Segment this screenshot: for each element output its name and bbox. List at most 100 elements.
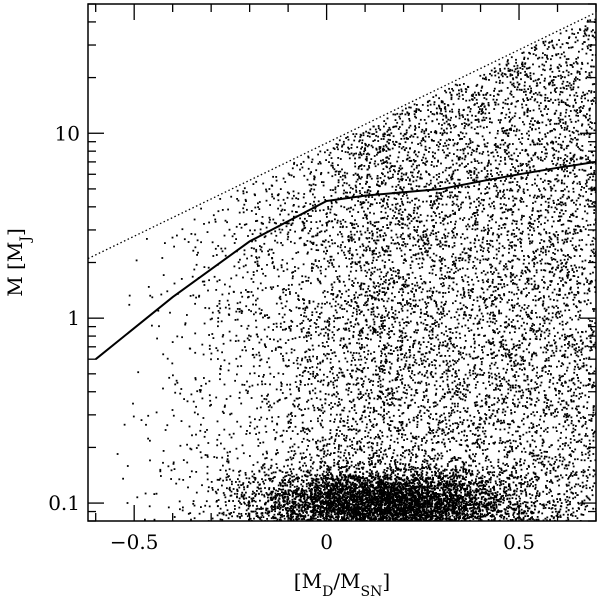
scatter-point <box>383 506 386 509</box>
scatter-point <box>371 525 373 527</box>
scatter-point <box>372 476 375 479</box>
scatter-point <box>344 498 346 501</box>
scatter-point <box>386 483 389 485</box>
scatter-point <box>238 480 241 483</box>
scatter-point <box>504 511 507 514</box>
scatter-point <box>429 538 431 540</box>
scatter-point <box>368 522 370 524</box>
scatter-point <box>311 493 314 495</box>
scatter-point <box>303 530 305 532</box>
scatter-point <box>442 535 444 537</box>
scatter-point <box>455 549 457 551</box>
scatter-point <box>245 504 248 507</box>
scatter-point <box>338 486 340 488</box>
scatter-point <box>240 493 243 496</box>
scatter-point <box>410 523 412 525</box>
scatter-point <box>317 491 319 494</box>
scatter-point <box>383 486 386 489</box>
scatter-point <box>446 507 449 510</box>
scatter-point <box>375 534 377 536</box>
scatter-point <box>463 502 465 504</box>
scatter-point <box>320 491 322 493</box>
scatter-point <box>365 546 367 548</box>
scatter-point <box>334 481 337 484</box>
scatter-point <box>508 493 511 496</box>
scatter-point <box>307 514 310 517</box>
scatter-point <box>303 491 306 494</box>
scatter-point <box>259 499 261 502</box>
scatter-point <box>300 492 302 495</box>
scatter-point <box>225 514 228 517</box>
scatter-point <box>448 480 451 483</box>
scatter-point <box>397 523 399 525</box>
scatter-point <box>377 513 380 516</box>
scatter-point <box>445 500 447 502</box>
scatter-point <box>334 525 336 527</box>
scatter-point <box>389 528 391 530</box>
scatter-point <box>406 489 409 492</box>
scatter-point <box>454 502 457 505</box>
scatter-point <box>347 486 350 489</box>
scatter-point <box>465 535 467 537</box>
scatter-point <box>317 513 320 516</box>
scatter-point <box>379 527 381 529</box>
scatter-point <box>359 531 361 533</box>
scatter-point <box>472 496 475 499</box>
scatter-point <box>386 523 388 525</box>
scatter-point <box>410 494 413 497</box>
scatter-point <box>234 508 236 510</box>
scatter-point <box>459 497 462 500</box>
scatter-point <box>273 531 275 533</box>
scatter-point <box>463 482 466 485</box>
scatter-point <box>445 517 447 520</box>
scatter-point <box>467 531 469 533</box>
scatter-point <box>392 493 394 496</box>
scatter-point <box>464 529 466 531</box>
scatter-point <box>370 503 373 505</box>
scatter-point <box>344 489 346 491</box>
scatter-point <box>389 523 391 525</box>
scatter-point <box>427 543 429 545</box>
scatter-point <box>367 480 369 482</box>
scatter-point <box>400 488 402 491</box>
scatter-point <box>416 511 418 514</box>
scatter-point <box>298 477 300 480</box>
scatter-point <box>258 487 260 490</box>
scatter-point <box>448 518 450 521</box>
scatter-point <box>322 517 325 520</box>
scatter-point <box>331 475 334 478</box>
scatter-point <box>361 500 364 502</box>
scatter-point <box>412 537 414 539</box>
scatter-point <box>321 506 324 509</box>
scatter-point <box>428 515 431 518</box>
scatter-point <box>332 492 335 495</box>
scatter-point <box>410 496 413 499</box>
scatter-point <box>417 483 420 486</box>
scatter-point <box>289 486 292 488</box>
scatter-point <box>343 522 345 524</box>
scatter-point <box>407 525 409 527</box>
scatter-point <box>278 513 281 516</box>
scatter-point <box>452 504 455 507</box>
scatter-point <box>390 466 393 469</box>
scatter-point <box>379 485 381 488</box>
scatter-point <box>326 502 329 504</box>
scatter-point <box>473 504 475 507</box>
scatter-point <box>266 493 269 496</box>
scatter-point <box>273 505 276 508</box>
scatter-point <box>280 488 283 491</box>
scatter-point <box>342 474 345 476</box>
scatter-point <box>425 497 428 500</box>
scatter-point <box>439 482 442 484</box>
scatter-point <box>416 499 419 501</box>
scatter-point <box>379 527 381 529</box>
scatter-point <box>312 509 315 511</box>
scatter-point <box>342 554 344 556</box>
scatter-point <box>477 524 479 526</box>
scatter-point <box>379 475 382 478</box>
scatter-point <box>376 510 379 512</box>
scatter-point <box>481 524 483 526</box>
scatter-point <box>256 505 258 507</box>
scatter-point <box>346 508 348 510</box>
scatter-point <box>525 474 528 477</box>
